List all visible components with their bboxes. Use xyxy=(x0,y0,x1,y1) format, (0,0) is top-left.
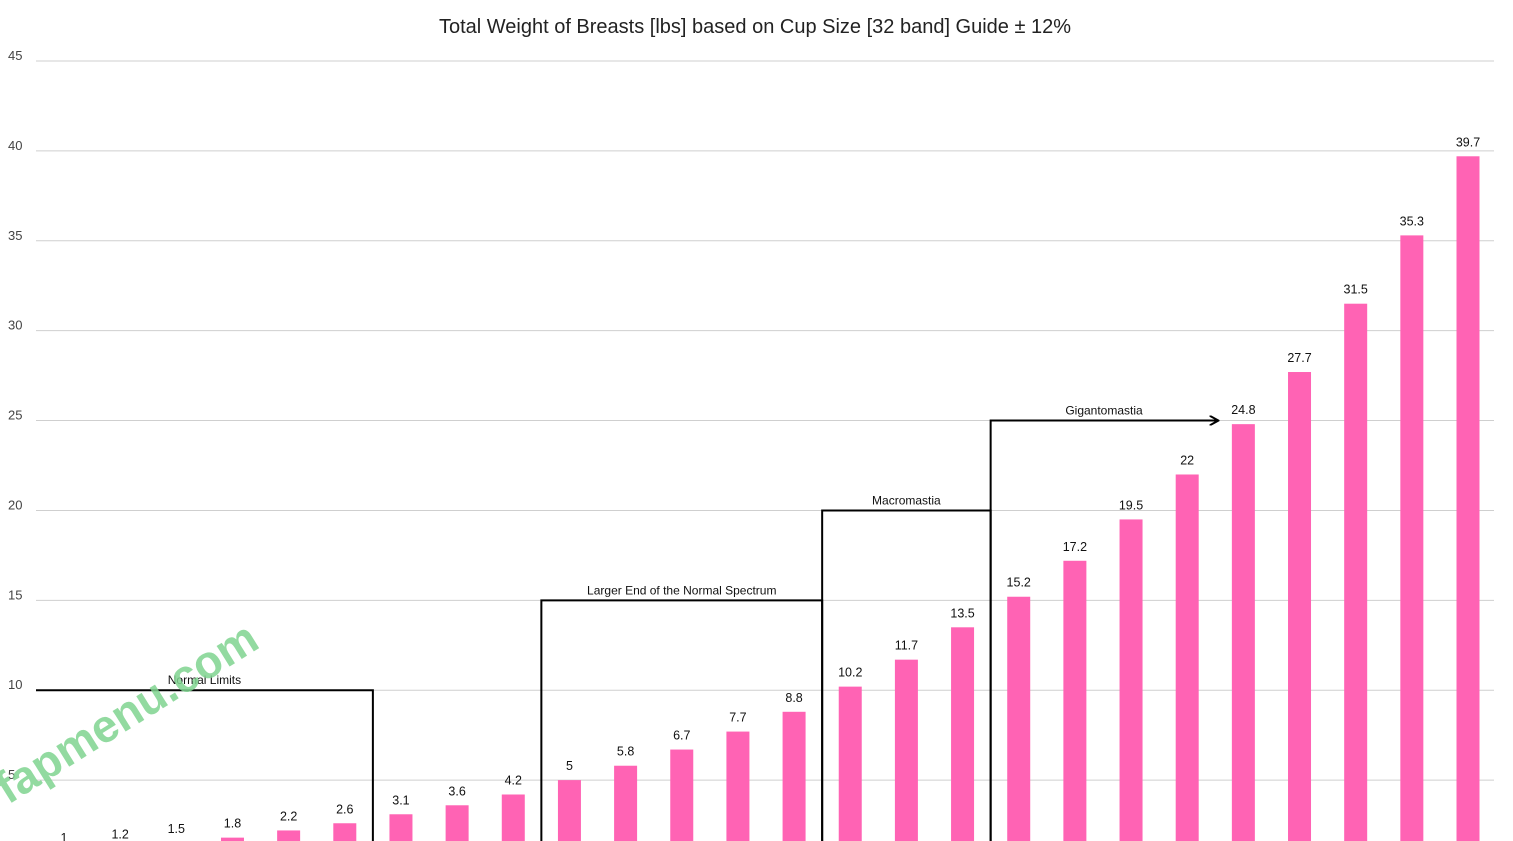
data-label: 2.2 xyxy=(280,809,297,823)
bar xyxy=(1063,560,1087,841)
data-label: 5 xyxy=(566,759,573,773)
y-tick-label: 15 xyxy=(8,587,22,602)
y-tick-label: 10 xyxy=(8,677,22,692)
bars xyxy=(220,156,1480,841)
data-labels: 1 1.2 1.5 1.8 2.2 2.6 3.1 3.6 4.2 5 5.8 6.7 7.7 8.8 10… xyxy=(61,135,1481,841)
bar xyxy=(838,686,862,841)
bar xyxy=(614,765,638,841)
bar xyxy=(782,711,806,841)
bar xyxy=(1007,596,1031,841)
data-label: 6.7 xyxy=(673,729,690,743)
bar xyxy=(1231,424,1255,841)
bar xyxy=(389,814,413,841)
data-label: 24.8 xyxy=(1231,403,1255,417)
annotation-label: Larger End of the Normal Spectrum xyxy=(587,583,776,597)
annotation-bracket xyxy=(36,689,374,841)
data-label: 3.1 xyxy=(392,793,409,807)
bar xyxy=(557,780,581,841)
data-label: 39.7 xyxy=(1456,135,1480,149)
bar xyxy=(445,805,469,841)
annotation-label: Normal Limits xyxy=(168,673,241,687)
bar xyxy=(1288,372,1312,841)
bar xyxy=(333,823,357,841)
bar xyxy=(1456,156,1480,841)
y-tick-label: 35 xyxy=(8,228,22,243)
bar xyxy=(670,749,694,841)
bar xyxy=(1119,519,1143,841)
annotations: Normal Limits Larger End of the Normal Sp… xyxy=(36,404,1217,841)
data-label: 4.2 xyxy=(505,773,522,787)
bar xyxy=(894,659,918,841)
bar xyxy=(277,830,301,841)
bar xyxy=(501,794,525,841)
bar xyxy=(726,731,750,841)
data-label: 11.7 xyxy=(895,639,918,653)
data-label: 1.8 xyxy=(224,817,241,831)
watermark: fapmenu.com xyxy=(0,611,267,814)
annotation-label: Macromastia xyxy=(872,493,941,507)
y-axis-ticks: 5 10 15 20 25 30 35 40 45 xyxy=(8,48,22,782)
y-tick-label: 45 xyxy=(8,48,22,63)
y-tick-label: 20 xyxy=(8,497,22,512)
data-label: 17.2 xyxy=(1063,540,1087,554)
data-label: 22 xyxy=(1180,453,1194,467)
data-label: 10.2 xyxy=(838,666,862,680)
data-label: 31.5 xyxy=(1344,283,1368,297)
bar xyxy=(220,837,244,841)
data-label: 2.6 xyxy=(336,802,353,816)
data-label: 1 xyxy=(61,831,68,841)
data-label: 5.8 xyxy=(617,745,634,759)
bar xyxy=(1344,303,1368,841)
data-label: 7.7 xyxy=(729,711,746,725)
data-label: 27.7 xyxy=(1287,351,1311,365)
annotation-bracket xyxy=(989,421,1218,841)
data-label: 3.6 xyxy=(448,784,465,798)
y-tick-label: 40 xyxy=(8,138,22,153)
annotation-label: Gigantomastia xyxy=(1065,404,1143,418)
gridlines xyxy=(36,60,1494,781)
chart-title: Total Weight of Breasts [lbs] based on C… xyxy=(439,16,1071,38)
data-label: 1.2 xyxy=(111,827,128,841)
data-label: 8.8 xyxy=(785,691,802,705)
bar xyxy=(1400,235,1424,841)
data-label: 35.3 xyxy=(1400,214,1424,228)
data-label: 13.5 xyxy=(950,606,974,620)
bar xyxy=(951,627,975,841)
data-label: 15.2 xyxy=(1007,576,1031,590)
y-tick-label: 5 xyxy=(8,767,15,782)
data-label: 1.5 xyxy=(168,822,185,836)
y-tick-label: 30 xyxy=(8,318,22,333)
y-tick-label: 25 xyxy=(8,408,22,423)
bar xyxy=(1175,474,1199,841)
data-label: 19.5 xyxy=(1119,498,1143,512)
